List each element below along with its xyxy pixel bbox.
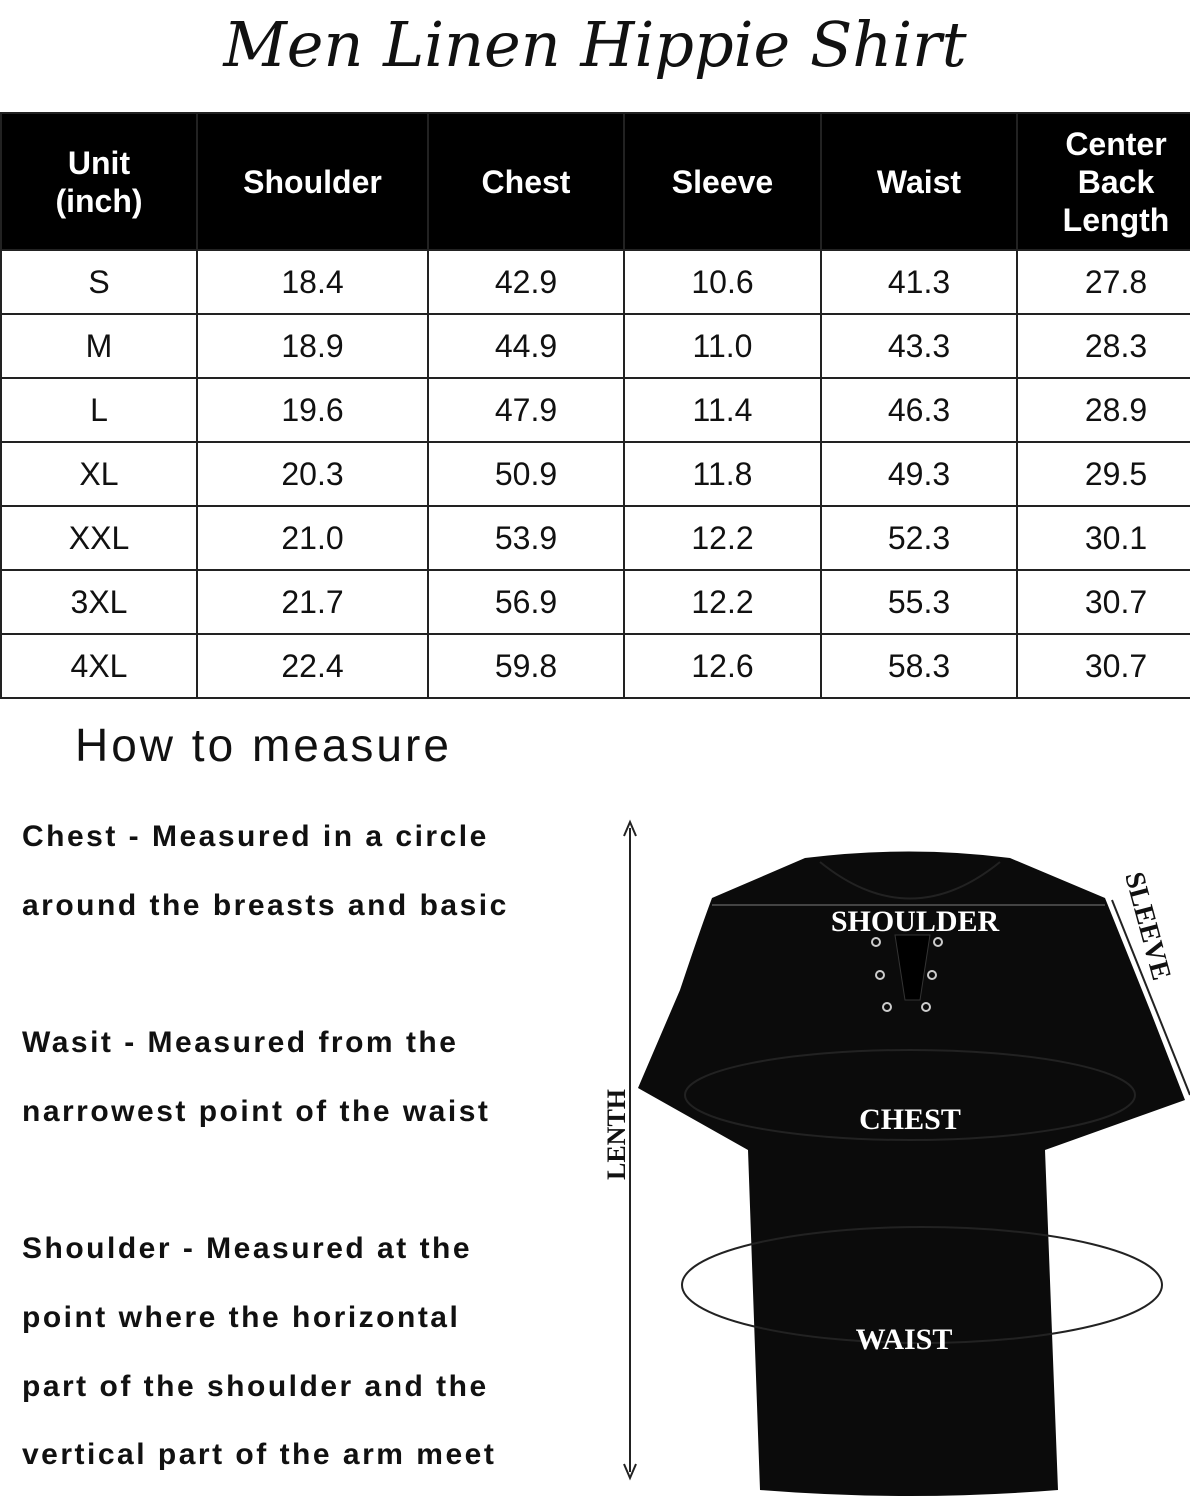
description-line: Chest - Measured in a circle xyxy=(22,820,489,853)
chest-ellipse xyxy=(684,1049,1136,1141)
measurement-cell: 44.9 xyxy=(427,313,625,379)
table-row: XL 20.3 50.9 11.8 49.3 29.5 xyxy=(0,441,1190,507)
measurement-cell: 21.0 xyxy=(196,505,429,571)
description-line: Shoulder - Measured at the xyxy=(22,1232,473,1265)
measurement-cell: 41.3 xyxy=(820,249,1018,315)
column-header: Sleeve xyxy=(623,112,822,251)
measurement-cell: 46.3 xyxy=(820,377,1018,443)
measurement-cell: 30.1 xyxy=(1016,505,1190,571)
size-cell: S xyxy=(0,249,198,315)
column-header: Waist xyxy=(820,112,1018,251)
measurement-cell: 21.7 xyxy=(196,569,429,635)
column-header: Unit (inch) xyxy=(0,112,198,251)
measurement-cell: 55.3 xyxy=(820,569,1018,635)
size-cell: L xyxy=(0,377,198,443)
measurement-cell: 30.7 xyxy=(1016,569,1190,635)
measurement-cell: 18.4 xyxy=(196,249,429,315)
measurement-cell: 43.3 xyxy=(820,313,1018,379)
measurement-cell: 58.3 xyxy=(820,633,1018,699)
description-line: point where the horizontal xyxy=(22,1301,461,1334)
size-chart-table: Unit (inch) Shoulder Chest Sleeve Waist Cente… xyxy=(0,112,1190,699)
measurement-cell: 10.6 xyxy=(623,249,822,315)
size-cell: XL xyxy=(0,441,198,507)
measurement-cell: 28.3 xyxy=(1016,313,1190,379)
measurement-cell: 47.9 xyxy=(427,377,625,443)
how-to-measure-heading: How to measure xyxy=(75,719,452,771)
waist-label: WAIST xyxy=(856,1323,953,1356)
waist-ellipse xyxy=(681,1226,1163,1344)
measurement-cell: 59.8 xyxy=(427,633,625,699)
table-row: 3XL 21.7 56.9 12.2 55.3 30.7 xyxy=(0,569,1190,635)
column-header: Shoulder xyxy=(196,112,429,251)
arrowheads-icon xyxy=(623,819,637,1481)
description-line: around the breasts and basic xyxy=(22,889,509,922)
description-line: part of the shoulder and the xyxy=(22,1370,489,1403)
measurement-cell: 42.9 xyxy=(427,249,625,315)
measurement-cell: 12.2 xyxy=(623,505,822,571)
measurement-cell: 30.7 xyxy=(1016,633,1190,699)
shoulder-label: SHOULDER xyxy=(831,905,1000,938)
measurement-cell: 27.8 xyxy=(1016,249,1190,315)
size-cell: 4XL xyxy=(0,633,198,699)
measurement-cell: 18.9 xyxy=(196,313,429,379)
table-row: 4XL 22.4 59.8 12.6 58.3 30.7 xyxy=(0,633,1190,699)
sleeve-line xyxy=(1111,899,1190,1096)
table-row: S 18.4 42.9 10.6 41.3 27.8 xyxy=(0,249,1190,315)
measurement-cell: 12.2 xyxy=(623,569,822,635)
table-row: L 19.6 47.9 11.4 46.3 28.9 xyxy=(0,377,1190,443)
measurement-cell: 22.4 xyxy=(196,633,429,699)
shirt-diagram: SHOULDER CHEST WAIST SLEEVE LENTH xyxy=(602,819,1190,1496)
eyelets xyxy=(871,937,943,1012)
table-row: XXL 21.0 53.9 12.2 52.3 30.1 xyxy=(0,505,1190,571)
size-cell: M xyxy=(0,313,198,379)
measurement-cell: 11.8 xyxy=(623,441,822,507)
measurement-cell: 29.5 xyxy=(1016,441,1190,507)
page-title: Men Linen Hippie Shirt xyxy=(223,8,967,81)
chest-label: CHEST xyxy=(859,1103,961,1136)
measurement-cell: 12.6 xyxy=(623,633,822,699)
measurement-cell: 50.9 xyxy=(427,441,625,507)
column-header: Center Back Length xyxy=(1016,112,1190,251)
measurement-cell: 20.3 xyxy=(196,441,429,507)
measurement-cell: 53.9 xyxy=(427,505,625,571)
size-cell: XXL xyxy=(0,505,198,571)
measurement-cell: 19.6 xyxy=(196,377,429,443)
size-cell: 3XL xyxy=(0,569,198,635)
description-line: Wasit - Measured from the xyxy=(22,1026,459,1059)
measurement-cell: 28.9 xyxy=(1016,377,1190,443)
column-header: Chest xyxy=(427,112,625,251)
measurement-cell: 52.3 xyxy=(820,505,1018,571)
measurement-cell: 11.0 xyxy=(623,313,822,379)
measurement-cell: 11.4 xyxy=(623,377,822,443)
table-row: M 18.9 44.9 11.0 43.3 28.3 xyxy=(0,313,1190,379)
description-line: narrowest point of the waist xyxy=(22,1095,491,1128)
measurement-cell: 56.9 xyxy=(427,569,625,635)
length-label: LENTH xyxy=(602,1089,631,1180)
description-line: vertical part of the arm meet xyxy=(22,1438,497,1471)
measurement-cell: 49.3 xyxy=(820,441,1018,507)
lace-opening xyxy=(894,934,931,1001)
collar xyxy=(819,861,1001,900)
